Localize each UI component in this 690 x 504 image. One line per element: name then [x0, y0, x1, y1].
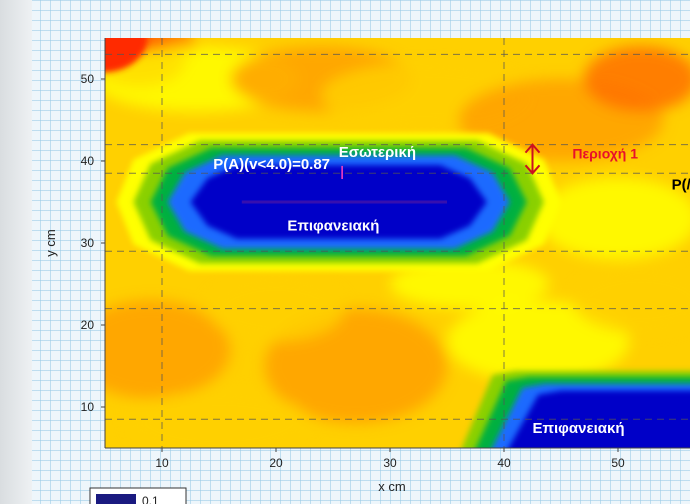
annotation-region-1: Περιοχή 1 [572, 146, 638, 162]
x-tick-label: 30 [383, 456, 397, 470]
heat-patch [538, 177, 690, 260]
heat-patch [583, 46, 690, 112]
annotation-surface-lower: Επιφανειακή [533, 420, 625, 437]
x-tick-label: 10 [155, 456, 169, 470]
x-tick-label: 50 [611, 456, 625, 470]
heat-regions [105, 38, 690, 448]
y-tick-label: 40 [81, 154, 95, 168]
y-tick-label: 10 [81, 400, 95, 414]
x-tick-label: 20 [269, 456, 283, 470]
heat-patch [105, 300, 231, 399]
left-strip [0, 0, 32, 504]
axes: 10 20 30 40 50 10 20 30 40 50 [81, 38, 690, 470]
grid-lines [105, 38, 690, 448]
heat-patch [447, 300, 630, 383]
legend-label: 0.1 [142, 494, 159, 504]
heat-patch [127, 390, 311, 448]
arrow-head-down [524, 164, 541, 175]
heat-patch [390, 259, 550, 309]
y-tick-label: 20 [81, 318, 95, 332]
annotation-cut-label: P(/ [672, 177, 690, 194]
legend: 0.1 [89, 487, 187, 504]
hotspot-top-left [105, 38, 147, 72]
annotation-internal: Εσωτερική [339, 144, 416, 161]
heat-patch [264, 308, 447, 424]
annotation-probability: P(A)(v<4.0)=0.87 [213, 156, 330, 173]
legend-swatch [96, 494, 136, 504]
y-tick-label: 30 [81, 236, 95, 250]
heat-patch [572, 267, 690, 334]
plot-area [105, 38, 690, 448]
arrow-head-up [524, 143, 541, 154]
x-tick-label: 40 [497, 456, 511, 470]
y-axis-label: y cm [43, 229, 58, 256]
y-tick-label: 50 [81, 72, 95, 86]
x-axis-label: x cm [378, 479, 405, 494]
annotation-surface-upper: Επιφανειακή [287, 218, 379, 235]
annotations: P(A)(v<4.0)=0.87 Εσωτερική Επιφανειακή Επιφ… [213, 143, 690, 437]
